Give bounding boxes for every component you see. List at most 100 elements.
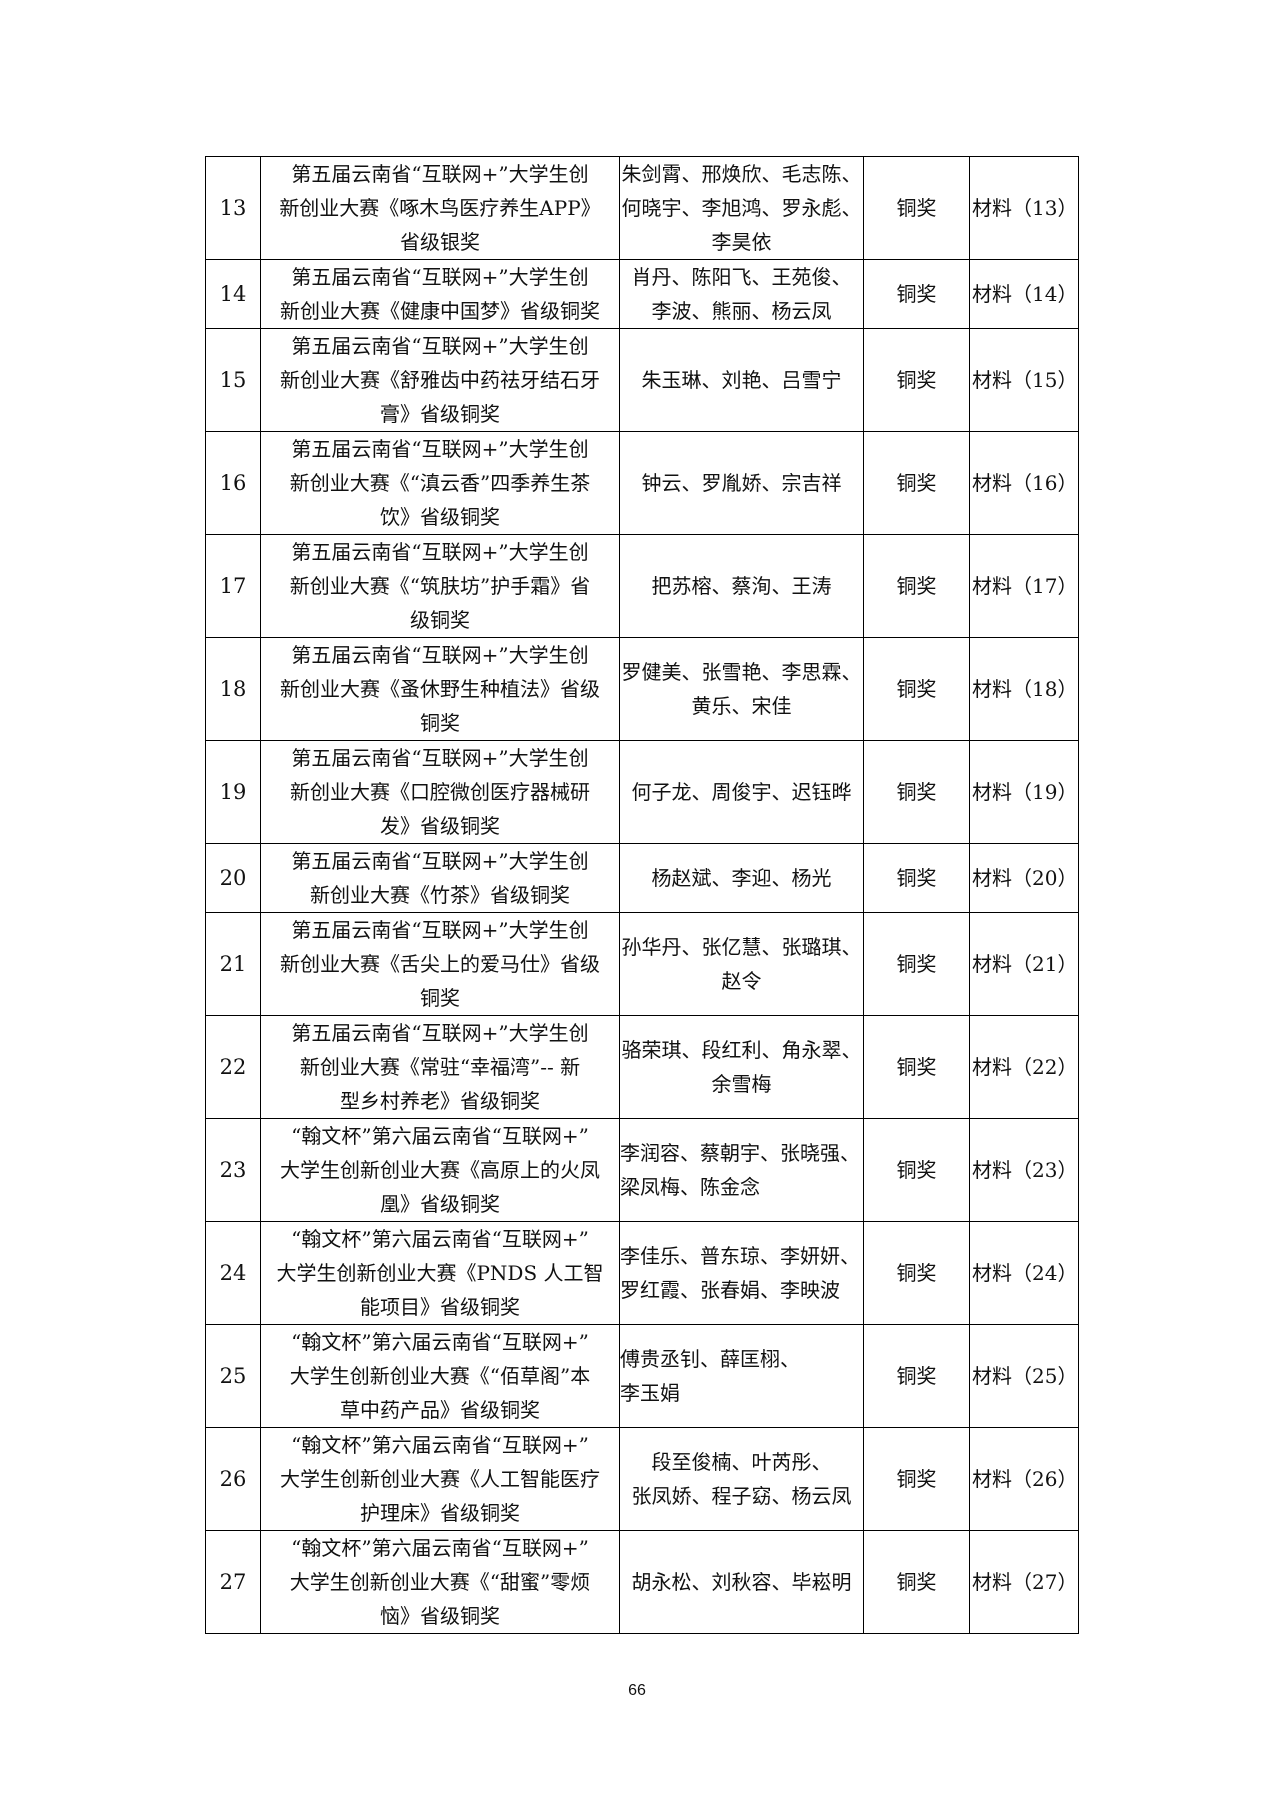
project-title-line: 草中药产品》省级铜奖: [340, 1398, 540, 1422]
project-title-line: 省级银奖: [400, 230, 480, 254]
project-title: 第五届云南省“互联网+”大学生创 新创业大赛《健康中国梦》省级铜奖: [260, 259, 620, 329]
team-members: 傅贵丞钊、薛匡栩、 李玉娟: [619, 1324, 864, 1428]
table-row: 16 第五届云南省“互联网+”大学生创 新创业大赛《“滇云香”四季养生茶 饮》省级铜奖…: [205, 431, 1079, 535]
award-level: 铜奖: [863, 1427, 970, 1531]
project-title-line: 第五届云南省“互联网+”大学生创: [291, 1021, 589, 1045]
project-title: “翰文杯”第六届云南省“互联网+” 大学生创新创业大赛《高原上的火凤 凰》省级铜奖: [260, 1118, 620, 1222]
table-row: 13 第五届云南省“互联网+”大学生创 新创业大赛《啄木鸟医疗养生APP》 省级银奖朱…: [205, 156, 1079, 260]
team-members-line: 傅贵丞钊、薛匡栩、: [620, 1347, 801, 1371]
team-members-line: 李润容、蔡朝宇、张晓强、: [620, 1141, 861, 1165]
material-reference: 材料（26）: [969, 1427, 1079, 1531]
award-level: 铜奖: [863, 156, 970, 260]
team-members-line: 罗红霞、张春娟、李映波: [620, 1278, 841, 1302]
material-reference: 材料（17）: [969, 534, 1079, 638]
project-title-line: 第五届云南省“互联网+”大学生创: [291, 334, 589, 358]
awards-table-body: 13 第五届云南省“互联网+”大学生创 新创业大赛《啄木鸟医疗养生APP》 省级银奖朱…: [205, 156, 1079, 1634]
project-title-line: 新创业大赛《竹茶》省级铜奖: [310, 883, 570, 907]
row-number: 23: [205, 1118, 261, 1222]
material-reference: 材料（27）: [969, 1530, 1079, 1634]
award-level: 铜奖: [863, 431, 970, 535]
team-members: 李润容、蔡朝宇、张晓强、 梁凤梅、陈金念: [619, 1118, 864, 1222]
award-level: 铜奖: [863, 637, 970, 741]
table-row: 22 第五届云南省“互联网+”大学生创 新创业大赛《常驻“幸福湾”-- 新型乡村养老…: [205, 1015, 1079, 1119]
team-members-line: 孙华丹、张亿慧、张璐琪、: [621, 935, 862, 959]
team-members-line: 李昊依: [711, 230, 772, 254]
team-members-line: 朱剑霄、邢焕欣、毛志陈、: [621, 162, 862, 186]
project-title: 第五届云南省“互联网+”大学生创 新创业大赛《竹茶》省级铜奖: [260, 843, 620, 913]
award-level: 铜奖: [863, 1530, 970, 1634]
team-members-line: 段至俊楠、叶芮彤、: [651, 1450, 832, 1474]
project-title: “翰文杯”第六届云南省“互联网+” 大学生创新创业大赛《人工智能医疗 护理床》省级铜…: [260, 1427, 620, 1531]
row-number: 26: [205, 1427, 261, 1531]
table-row: 21 第五届云南省“互联网+”大学生创 新创业大赛《舌尖上的爱马仕》省级 铜奖 孙华丹、…: [205, 912, 1079, 1016]
material-reference: 材料（18）: [969, 637, 1079, 741]
team-members-line: 余雪梅: [711, 1072, 772, 1096]
project-title: 第五届云南省“互联网+”大学生创 新创业大赛《啄木鸟医疗养生APP》 省级银奖: [260, 156, 620, 260]
team-members: 杨赵斌、李迎、杨光: [619, 843, 864, 913]
project-title-line: 铜奖: [420, 986, 460, 1010]
project-title: 第五届云南省“互联网+”大学生创 新创业大赛《“筑肤坊”护手霜》省 级铜奖: [260, 534, 620, 638]
project-title: “翰文杯”第六届云南省“互联网+” 大学生创新创业大赛《“佰草阁”本 草中药产品》省…: [260, 1324, 620, 1428]
project-title-line: 铜奖: [420, 711, 460, 735]
team-members-line: 何晓宇、李旭鸿、罗永彪、: [621, 196, 862, 220]
project-title-line: 大学生创新创业大赛《高原上的火凤: [280, 1158, 600, 1182]
award-level: 铜奖: [863, 740, 970, 844]
team-members-line: 把苏榕、蔡洵、王涛: [651, 574, 832, 598]
team-members-line: 钟云、罗胤娇、宗吉祥: [641, 471, 842, 495]
award-level: 铜奖: [863, 1118, 970, 1222]
team-members-line: 李波、熊丽、杨云凤: [651, 299, 832, 323]
material-reference: 材料（15）: [969, 328, 1079, 432]
project-title-line: 新创业大赛《“筑肤坊”护手霜》省: [289, 574, 591, 598]
project-title-line: 第五届云南省“互联网+”大学生创: [291, 918, 589, 942]
row-number: 20: [205, 843, 261, 913]
project-title: 第五届云南省“互联网+”大学生创 新创业大赛《常驻“幸福湾”-- 新型乡村养老》省…: [260, 1015, 620, 1119]
project-title: 第五届云南省“互联网+”大学生创 新创业大赛《舒雅齿中药祛牙结石牙 膏》省级铜奖: [260, 328, 620, 432]
row-number: 24: [205, 1221, 261, 1325]
project-title-line: 新创业大赛《健康中国梦》省级铜奖: [280, 299, 600, 323]
row-number: 19: [205, 740, 261, 844]
material-reference: 材料（25）: [969, 1324, 1079, 1428]
project-title-line: 型乡村养老》省级铜奖: [340, 1089, 540, 1113]
row-number: 21: [205, 912, 261, 1016]
row-number: 22: [205, 1015, 261, 1119]
team-members-line: 朱玉琳、刘艳、吕雪宁: [641, 368, 842, 392]
table-row: 20 第五届云南省“互联网+”大学生创 新创业大赛《竹茶》省级铜奖 杨赵斌、李迎、杨光…: [205, 843, 1079, 913]
team-members: 钟云、罗胤娇、宗吉祥: [619, 431, 864, 535]
team-members-line: 李佳乐、普东琼、李妍妍、: [620, 1244, 861, 1268]
team-members: 李佳乐、普东琼、李妍妍、 罗红霞、张春娟、李映波: [619, 1221, 864, 1325]
project-title-line: “翰文杯”第六届云南省“互联网+”: [291, 1227, 589, 1251]
table-row: 17 第五届云南省“互联网+”大学生创 新创业大赛《“筑肤坊”护手霜》省 级铜奖 把苏榕…: [205, 534, 1079, 638]
project-title-line: 大学生创新创业大赛《“佰草阁”本: [289, 1364, 591, 1388]
row-number: 27: [205, 1530, 261, 1634]
project-title: 第五届云南省“互联网+”大学生创 新创业大赛《舌尖上的爱马仕》省级 铜奖: [260, 912, 620, 1016]
project-title-line: 新创业大赛《舌尖上的爱马仕》省级: [280, 952, 600, 976]
table-row: 15 第五届云南省“互联网+”大学生创 新创业大赛《舒雅齿中药祛牙结石牙 膏》省级铜奖…: [205, 328, 1079, 432]
project-title-line: 大学生创新创业大赛《人工智能医疗: [280, 1467, 600, 1491]
material-reference: 材料（16）: [969, 431, 1079, 535]
team-members-line: 胡永松、刘秋容、毕崧明: [631, 1570, 852, 1594]
project-title-line: 新创业大赛《常驻“幸福湾”-- 新: [299, 1055, 581, 1079]
project-title-line: “翰文杯”第六届云南省“互联网+”: [291, 1536, 589, 1560]
project-title-line: 新创业大赛《啄木鸟医疗养生APP》: [279, 196, 601, 220]
row-number: 25: [205, 1324, 261, 1428]
page-number: 66: [628, 1682, 646, 1699]
row-number: 18: [205, 637, 261, 741]
project-title-line: 新创业大赛《口腔微创医疗器械研: [290, 780, 590, 804]
award-level: 铜奖: [863, 328, 970, 432]
award-level: 铜奖: [863, 259, 970, 329]
team-members: 朱剑霄、邢焕欣、毛志陈、 何晓宇、李旭鸿、罗永彪、 李昊依: [619, 156, 864, 260]
team-members: 骆荣琪、段红利、角永翠、 余雪梅: [619, 1015, 864, 1119]
project-title-line: 恼》省级铜奖: [380, 1604, 500, 1628]
award-level: 铜奖: [863, 912, 970, 1016]
project-title-line: “翰文杯”第六届云南省“互联网+”: [291, 1433, 589, 1457]
team-members-line: 肖丹、陈阳飞、王苑俊、: [631, 265, 852, 289]
table-row: 27 “翰文杯”第六届云南省“互联网+” 大学生创新创业大赛《“甜蜜”零烦 恼》省级铜…: [205, 1530, 1079, 1634]
project-title-line: 大学生创新创业大赛《PNDS 人工智: [276, 1261, 604, 1285]
project-title-line: 第五届云南省“互联网+”大学生创: [291, 643, 589, 667]
team-members-line: 罗健美、张雪艳、李思霖、: [621, 660, 862, 684]
material-reference: 材料（20）: [969, 843, 1079, 913]
award-level: 铜奖: [863, 1015, 970, 1119]
table-row: 24 “翰文杯”第六届云南省“互联网+” 大学生创新创业大赛《PNDS 人工智 能项目…: [205, 1221, 1079, 1325]
project-title: 第五届云南省“互联网+”大学生创 新创业大赛《“滇云香”四季养生茶 饮》省级铜奖: [260, 431, 620, 535]
team-members: 把苏榕、蔡洵、王涛: [619, 534, 864, 638]
